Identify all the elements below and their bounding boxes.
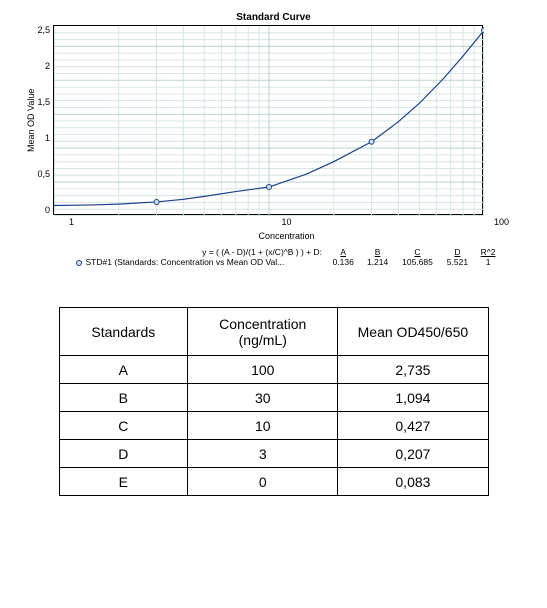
chart-yticks: 2,5 2 1,5 1 0,5 0 (38, 25, 54, 215)
table-header-cell: Standards (59, 308, 188, 356)
legend-cell: STD#1 (Standards: Concentration vs Mean … (72, 257, 327, 267)
table-cell: 100 (188, 356, 338, 384)
xtick-label: 100 (494, 217, 509, 227)
chart-xticks: 110100 (72, 217, 502, 229)
coef-header: A (326, 247, 360, 257)
table-cell: 10 (188, 412, 338, 440)
standards-table: StandardsConcentration(ng/mL)Mean OD450/… (59, 307, 489, 496)
table-row: E00,083 (59, 468, 488, 496)
table-cell: D (59, 440, 188, 468)
standard-curve-chart: Standard Curve Mean OD Value 2,5 2 1,5 1 0,5… (24, 12, 524, 267)
chart-plot (53, 25, 483, 215)
xtick-label: 10 (281, 217, 291, 227)
ytick-label: 1 (45, 133, 50, 143)
table-cell: 1,094 (338, 384, 488, 412)
table-row: C100,427 (59, 412, 488, 440)
coef-header: B (360, 247, 394, 257)
xtick-label: 1 (69, 217, 74, 227)
coef-value: 1.214 (360, 257, 394, 267)
table-cell: 3 (188, 440, 338, 468)
table-cell: 0,427 (338, 412, 488, 440)
coef-value: 5.521 (440, 257, 474, 267)
formula-label: y = ( (A - D)/(1 + (x/C)^B ) ) + D: (72, 247, 327, 257)
chart-ylabel: Mean OD Value (24, 25, 38, 215)
chart-formula-row: y = ( (A - D)/(1 + (x/C)^B ) ) + D:ABCDR… (72, 247, 502, 267)
table-cell: 0,083 (338, 468, 488, 496)
table-header-cell: Mean OD450/650 (338, 308, 488, 356)
table-header-cell: Concentration(ng/mL) (188, 308, 338, 356)
table-cell: A (59, 356, 188, 384)
coef-value: 105.685 (395, 257, 440, 267)
chart-title: Standard Curve (24, 12, 524, 23)
table-row: A1002,735 (59, 356, 488, 384)
chart-area: Mean OD Value 2,5 2 1,5 1 0,5 0 (24, 25, 524, 215)
ytick-label: 2 (45, 61, 50, 71)
table-row: B301,094 (59, 384, 488, 412)
ytick-label: 0,5 (38, 169, 51, 179)
table-cell: 30 (188, 384, 338, 412)
coef-value: 1 (475, 257, 502, 267)
table-cell: 0,207 (338, 440, 488, 468)
ytick-label: 0 (45, 205, 50, 215)
coef-value: 0.136 (326, 257, 360, 267)
table-cell: B (59, 384, 188, 412)
legend-marker-icon (76, 260, 82, 266)
chart-svg (54, 26, 484, 216)
ytick-label: 2,5 (38, 25, 51, 35)
table-row: D30,207 (59, 440, 488, 468)
table-header-row: StandardsConcentration(ng/mL)Mean OD450/… (59, 308, 488, 356)
chart-xlabel: Concentration (72, 231, 502, 241)
coef-header: D (440, 247, 474, 257)
table-cell: E (59, 468, 188, 496)
coef-header: C (395, 247, 440, 257)
table-cell: 2,735 (338, 356, 488, 384)
legend-text: STD#1 (Standards: Concentration vs Mean … (86, 257, 285, 267)
coef-header: R^2 (475, 247, 502, 257)
table-cell: C (59, 412, 188, 440)
ytick-label: 1,5 (38, 97, 51, 107)
table-cell: 0 (188, 468, 338, 496)
